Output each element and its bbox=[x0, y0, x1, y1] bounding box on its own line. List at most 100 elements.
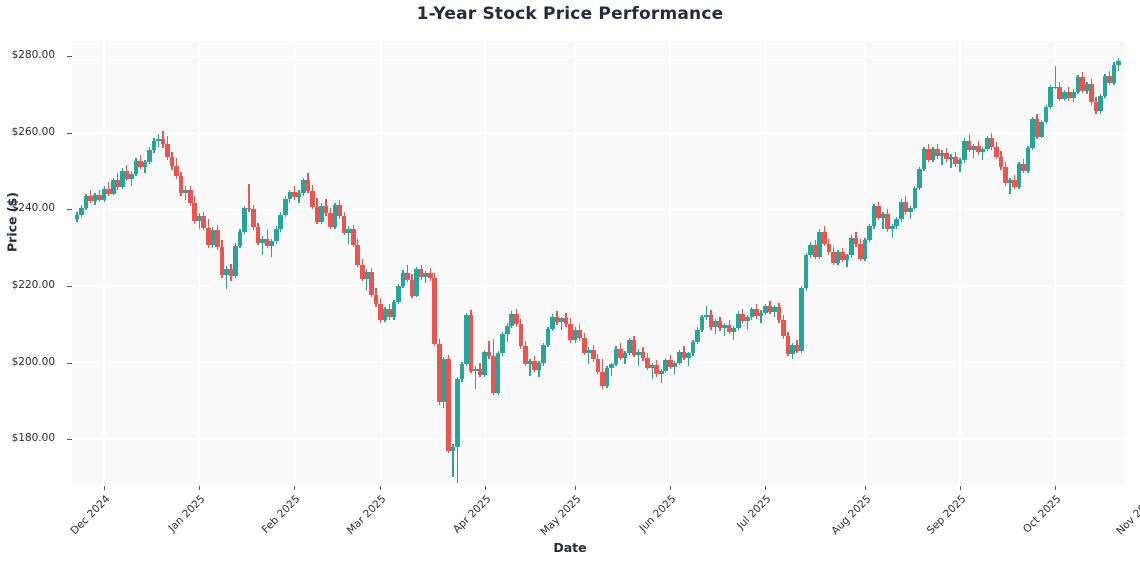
candlestick-body bbox=[971, 145, 977, 150]
candlestick-wick bbox=[846, 253, 848, 267]
candlestick-wick bbox=[760, 310, 762, 324]
candlestick-wick bbox=[144, 159, 146, 174]
candlestick-body bbox=[301, 180, 306, 193]
candlestick-body bbox=[618, 348, 623, 358]
candlestick-body bbox=[187, 189, 193, 204]
candlestick-body bbox=[178, 176, 184, 194]
gridline-vertical bbox=[669, 41, 672, 485]
candlestick-body bbox=[926, 148, 931, 160]
candlestick-body bbox=[894, 219, 900, 227]
y-tick-label: $220.00 bbox=[11, 278, 55, 291]
candlestick-wick bbox=[891, 223, 893, 239]
candlestick-body bbox=[645, 358, 650, 368]
candlestick-body bbox=[808, 244, 813, 256]
candlestick-body bbox=[794, 344, 800, 351]
candlestick-body bbox=[341, 215, 347, 234]
candlestick-wick bbox=[723, 322, 726, 337]
y-tick-mark bbox=[67, 209, 72, 211]
candlestick-body bbox=[1093, 102, 1099, 112]
candlestick-wick bbox=[950, 153, 952, 169]
candlestick-body bbox=[953, 156, 958, 164]
candlestick-body bbox=[595, 359, 601, 372]
candlestick-body bbox=[826, 243, 832, 253]
candlestick-body bbox=[101, 188, 107, 200]
y-axis-label: Price ($) bbox=[4, 192, 20, 252]
candlestick-body bbox=[156, 138, 161, 141]
candlestick-body bbox=[513, 313, 519, 325]
candlestick-body bbox=[686, 353, 691, 358]
candlestick-body bbox=[509, 313, 515, 326]
candlestick-body bbox=[1098, 96, 1103, 112]
candlestick-body bbox=[772, 307, 777, 312]
candlestick-body bbox=[323, 205, 329, 214]
candlestick-body bbox=[296, 192, 302, 197]
candlestick-body bbox=[1062, 92, 1067, 100]
candlestick-body bbox=[717, 321, 723, 329]
candlestick-wick bbox=[262, 236, 264, 256]
candlestick-wick bbox=[529, 358, 531, 376]
candlestick-body bbox=[980, 148, 986, 153]
candlestick-body bbox=[437, 344, 442, 403]
candlestick-body bbox=[948, 156, 954, 160]
candlestick-wick bbox=[660, 368, 662, 384]
gridline-vertical bbox=[959, 41, 961, 485]
candlestick-body bbox=[812, 244, 818, 257]
candlestick-body bbox=[627, 340, 632, 353]
candlestick-body bbox=[1075, 76, 1081, 92]
candlestick-body bbox=[432, 278, 438, 345]
candlestick-body bbox=[908, 207, 913, 213]
x-tick-label: Feb 2025 bbox=[259, 493, 303, 536]
candlestick-body bbox=[169, 156, 175, 167]
candlestick-wick bbox=[882, 211, 884, 229]
candlestick-body bbox=[636, 351, 641, 355]
candlestick-body bbox=[491, 356, 496, 394]
x-tick-label: Apr 2025 bbox=[450, 493, 494, 536]
x-tick-mark bbox=[575, 486, 577, 490]
candlestick-wick bbox=[973, 143, 975, 159]
gridline-vertical bbox=[103, 41, 105, 485]
candlestick-body bbox=[337, 204, 342, 216]
candlestick-body bbox=[174, 166, 179, 177]
candlestick-body bbox=[224, 269, 229, 276]
candlestick-body bbox=[799, 288, 804, 351]
candlestick-body bbox=[672, 362, 678, 367]
candlestick-body bbox=[622, 352, 628, 358]
candlestick-body bbox=[396, 286, 401, 303]
x-tick-mark bbox=[670, 486, 672, 490]
candlestick-body bbox=[319, 205, 324, 222]
candlestick-wick bbox=[1054, 66, 1056, 90]
x-tick-label: Jun 2025 bbox=[637, 493, 679, 535]
candlestick-body bbox=[726, 325, 732, 332]
candlestick-body bbox=[631, 340, 637, 355]
candlestick-body bbox=[554, 316, 560, 323]
x-tick-label: May 2025 bbox=[538, 493, 584, 539]
candlestick-body bbox=[681, 351, 687, 358]
candlestick-body bbox=[273, 228, 279, 241]
candlestick-body bbox=[110, 180, 116, 194]
candlestick-body bbox=[409, 279, 415, 296]
candlestick-body bbox=[228, 269, 234, 276]
candlestick-body bbox=[1012, 180, 1017, 187]
candlestick-body bbox=[722, 325, 727, 329]
candlestick-body bbox=[917, 168, 922, 188]
candlestick-body bbox=[346, 229, 352, 234]
candlestick-body bbox=[844, 255, 850, 260]
candlestick-wick bbox=[746, 315, 748, 329]
plot-area bbox=[72, 41, 1125, 485]
x-tick-mark bbox=[484, 486, 486, 490]
candlestick-body bbox=[237, 231, 243, 246]
candlestick-wick bbox=[248, 184, 250, 212]
candlestick-body bbox=[455, 379, 460, 448]
candlestick-body bbox=[133, 160, 139, 175]
gridline-vertical bbox=[293, 41, 296, 485]
candlestick-body bbox=[898, 201, 904, 220]
candlestick-body bbox=[1071, 91, 1076, 99]
candlestick-body bbox=[292, 192, 297, 197]
candlestick-body bbox=[269, 240, 275, 246]
x-tick-label: Sep 2025 bbox=[924, 493, 969, 537]
candlestick-body bbox=[835, 252, 841, 263]
candlestick-body bbox=[441, 359, 447, 403]
candlestick-body bbox=[423, 272, 428, 278]
candlestick-body bbox=[998, 156, 1004, 168]
candlestick-body bbox=[314, 207, 320, 222]
